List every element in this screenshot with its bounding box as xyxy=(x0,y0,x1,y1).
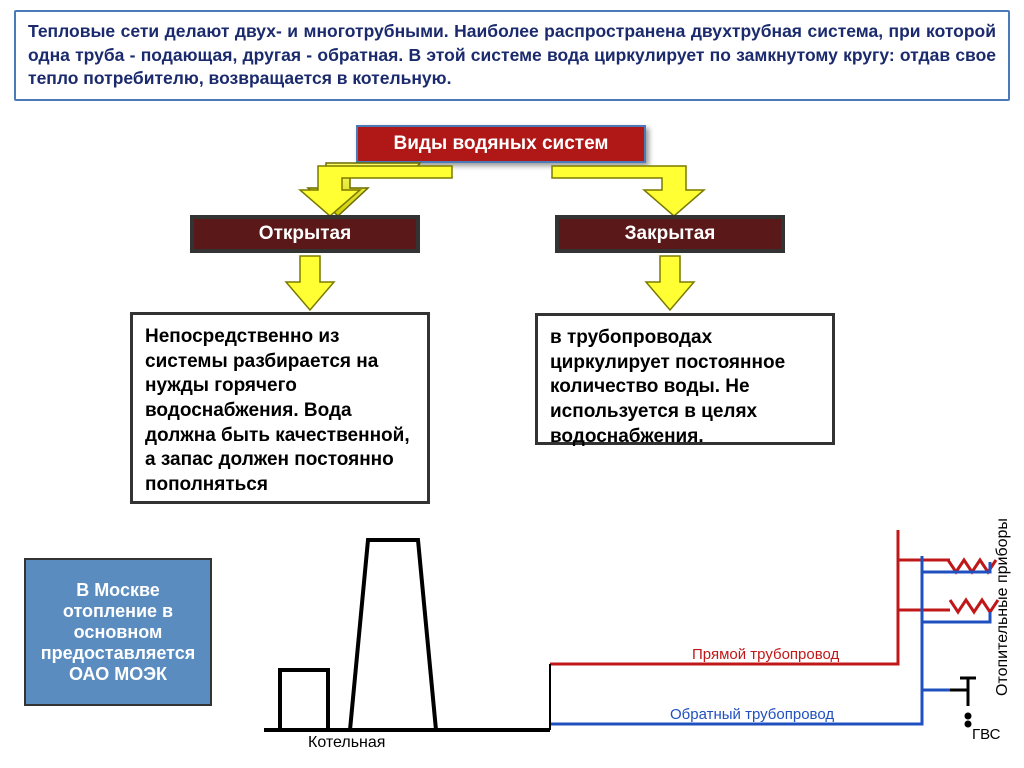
desc-open: Непосредственно из системы разбирается н… xyxy=(130,312,430,504)
branch-open: Открытая xyxy=(190,215,420,253)
label-hws: ГВС xyxy=(972,726,1000,743)
label-boiler: Котельная xyxy=(308,734,385,752)
heating-schematic: Котельная Прямой трубопровод Обратный тр… xyxy=(250,500,1010,760)
label-radiators: Отопительные приборы xyxy=(994,506,1012,696)
desc-closed: в трубопроводах циркулирует постоянное к… xyxy=(535,313,835,445)
branch-closed: Закрытая xyxy=(555,215,785,253)
intro-text: Тепловые сети делают двух- и многотрубны… xyxy=(14,10,1010,101)
label-return: Обратный трубопровод xyxy=(670,706,834,723)
label-supply: Прямой трубопровод xyxy=(692,646,839,663)
arrow-title-to-left xyxy=(296,160,456,222)
arrow-right-down xyxy=(640,254,700,314)
arrow-title-to-right xyxy=(548,160,708,222)
diagram-title: Виды водяных систем xyxy=(356,125,646,163)
moscow-note: В Москве отопление в основном предоставл… xyxy=(24,558,212,706)
arrow-left-down xyxy=(280,254,340,314)
